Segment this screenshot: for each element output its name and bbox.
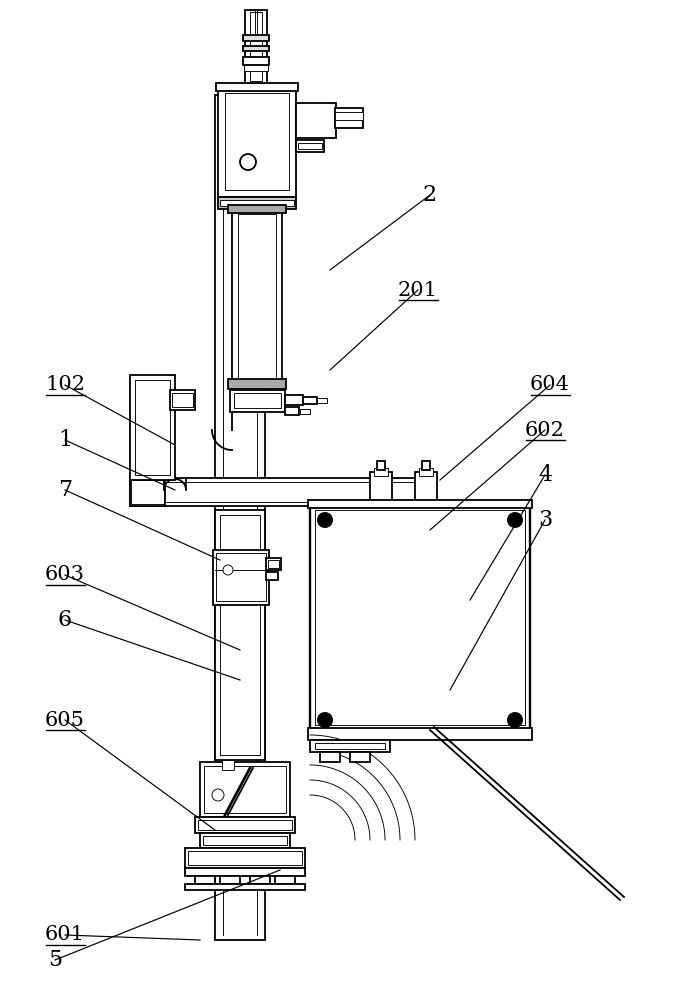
Bar xyxy=(419,468,433,476)
Bar xyxy=(135,482,425,502)
Text: 6: 6 xyxy=(58,609,72,631)
Bar xyxy=(243,46,269,51)
Bar xyxy=(303,397,317,404)
Bar xyxy=(130,375,175,480)
Text: 3: 3 xyxy=(538,509,552,531)
Bar xyxy=(195,876,215,884)
Bar xyxy=(230,390,285,412)
Text: 1: 1 xyxy=(58,429,72,451)
Text: 605: 605 xyxy=(45,710,85,730)
Text: 201: 201 xyxy=(398,280,438,300)
Bar xyxy=(216,553,266,601)
Bar xyxy=(188,851,302,865)
Bar xyxy=(285,395,303,405)
Text: 603: 603 xyxy=(45,566,85,584)
Bar xyxy=(130,478,165,506)
Circle shape xyxy=(507,712,523,728)
Bar xyxy=(308,728,532,740)
Bar xyxy=(250,876,270,884)
Bar xyxy=(200,762,290,817)
Bar xyxy=(203,836,287,845)
Bar xyxy=(422,461,430,470)
Bar xyxy=(200,833,290,848)
Bar xyxy=(374,468,388,476)
Bar xyxy=(266,572,278,580)
Bar xyxy=(204,766,286,813)
Bar xyxy=(172,393,193,407)
Text: 602: 602 xyxy=(525,420,565,440)
Bar xyxy=(216,83,298,91)
Bar xyxy=(296,140,324,152)
Bar xyxy=(198,820,292,830)
Bar xyxy=(350,752,370,762)
Bar xyxy=(266,558,281,570)
Bar xyxy=(218,87,296,197)
Bar xyxy=(238,214,276,379)
Bar xyxy=(250,12,262,81)
Bar xyxy=(245,10,267,83)
Circle shape xyxy=(240,154,256,170)
Text: 601: 601 xyxy=(45,926,85,944)
Bar xyxy=(228,379,286,389)
Bar xyxy=(243,57,269,65)
Bar xyxy=(220,515,260,755)
Text: 7: 7 xyxy=(58,479,72,501)
Circle shape xyxy=(507,512,523,528)
Bar xyxy=(185,884,305,890)
Bar xyxy=(215,95,265,940)
Text: 2: 2 xyxy=(423,184,437,206)
Bar xyxy=(377,461,385,470)
Bar xyxy=(213,550,269,605)
Bar xyxy=(225,93,289,190)
Bar xyxy=(130,478,430,506)
Text: 604: 604 xyxy=(530,375,570,394)
Bar xyxy=(232,209,282,384)
Bar xyxy=(335,108,363,128)
Bar xyxy=(135,380,170,475)
Circle shape xyxy=(317,712,333,728)
Circle shape xyxy=(212,789,224,801)
Text: 5: 5 xyxy=(48,949,62,971)
Bar xyxy=(296,103,336,138)
Bar xyxy=(243,35,269,41)
Bar xyxy=(228,205,286,213)
Bar xyxy=(220,200,294,206)
Bar xyxy=(195,817,295,833)
Bar xyxy=(308,500,532,508)
Bar xyxy=(320,752,340,762)
Circle shape xyxy=(223,565,233,575)
Bar xyxy=(415,472,437,507)
Bar xyxy=(310,740,390,752)
Bar xyxy=(268,560,279,568)
Bar xyxy=(310,505,530,730)
Bar xyxy=(335,112,363,120)
Bar xyxy=(234,393,281,408)
Bar xyxy=(244,65,268,71)
Bar xyxy=(215,510,265,760)
Circle shape xyxy=(317,512,333,528)
Bar xyxy=(275,876,295,884)
Bar xyxy=(222,760,234,770)
Bar xyxy=(185,868,305,876)
Bar xyxy=(185,848,305,868)
Text: 4: 4 xyxy=(538,464,552,486)
Bar xyxy=(220,876,240,884)
Bar xyxy=(131,480,164,504)
Bar xyxy=(315,743,385,749)
Bar xyxy=(370,472,392,507)
Bar xyxy=(300,409,310,414)
Bar xyxy=(218,197,296,209)
Bar xyxy=(285,407,299,415)
Bar xyxy=(298,143,322,149)
Bar xyxy=(317,398,327,403)
Bar xyxy=(315,510,525,725)
Bar xyxy=(170,390,195,410)
Text: 102: 102 xyxy=(45,375,85,394)
